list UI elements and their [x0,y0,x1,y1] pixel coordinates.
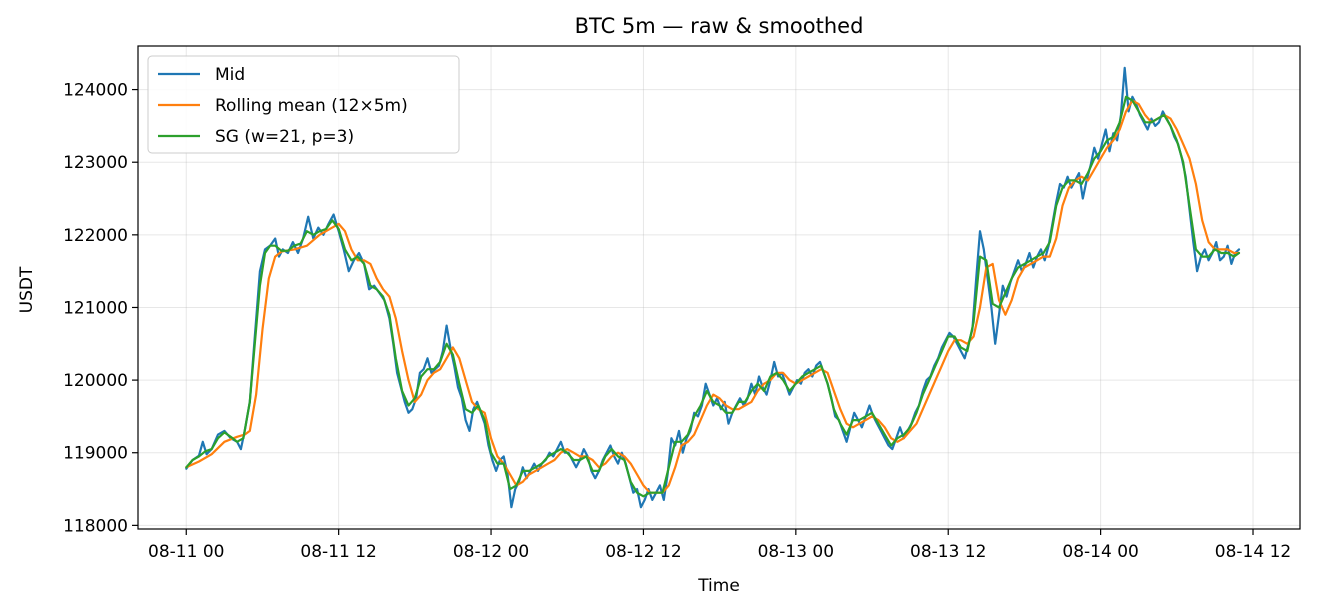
x-tick-label-1: 08-11 12 [300,542,376,562]
x-axis-label: Time [697,576,740,596]
y-tick-label-6: 124000 [63,81,128,101]
series-line-rolling-mean [185,99,1241,494]
y-tick-label-5: 123000 [63,153,128,173]
legend-box [147,55,460,154]
y-tick-label-0: 118000 [63,516,128,536]
x-tick-label-2: 08-12 00 [453,542,529,562]
legend: Mid Rolling mean (12×5m) SG (w=21, p=3) [147,55,460,154]
plot-frame [137,45,1301,530]
series-layer [185,66,1241,509]
y-tick-label-1: 119000 [63,444,128,464]
x-axis: 08-11 00 08-11 12 08-12 00 08-12 12 08-13 00… [148,529,1291,562]
chart-title: BTC 5m — raw & smoothed [575,14,864,38]
x-tick-label-6: 08-14 00 [1062,542,1138,562]
x-tick-label-0: 08-11 00 [148,542,224,562]
x-tick-label-4: 08-13 00 [758,542,834,562]
x-tick-label-3: 08-12 12 [605,542,681,562]
y-tick-label-3: 121000 [63,298,128,318]
y-tick-label-2: 120000 [63,371,128,391]
legend-label-rolling-mean: Rolling mean (12×5m) [215,96,408,116]
x-tick-label-5: 08-13 12 [910,542,986,562]
x-tick-label-7: 08-14 12 [1215,542,1291,562]
y-axis: 118000 119000 120000 121000 122000 123000 1240… [63,81,138,536]
series-line-sg [185,95,1241,498]
legend-label-mid: Mid [215,65,245,85]
grid-lines [138,46,1300,529]
legend-label-sg: SG (w=21, p=3) [215,127,354,147]
y-axis-label: USDT [17,266,37,313]
y-tick-label-4: 122000 [63,226,128,246]
